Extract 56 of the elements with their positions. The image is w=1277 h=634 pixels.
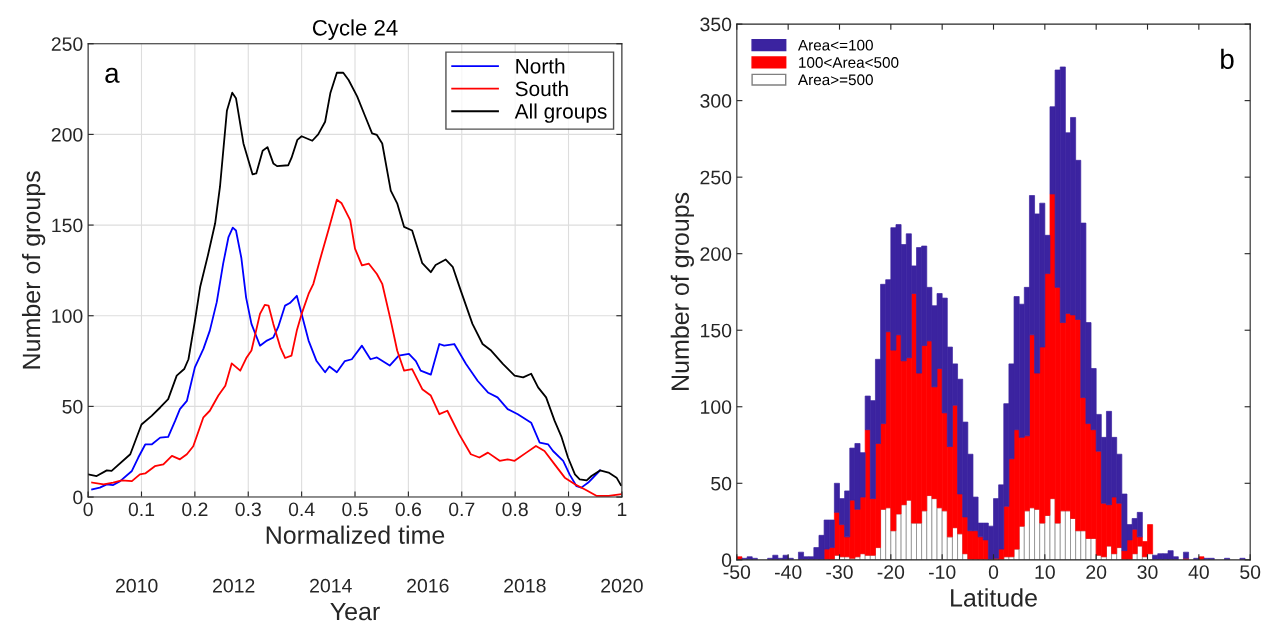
y-tick-label: 100 bbox=[701, 400, 732, 414]
y-tick-label: 0 bbox=[73, 490, 83, 505]
legend-label: All groups bbox=[514, 103, 607, 123]
legend-label: South bbox=[515, 80, 568, 97]
x-tick-label: 0 bbox=[988, 565, 999, 579]
y-tick-label: 150 bbox=[52, 218, 83, 233]
annotation: b bbox=[1221, 48, 1234, 70]
x-tick-label: 0.8 bbox=[502, 502, 528, 517]
y-tick-label: 300 bbox=[700, 94, 732, 108]
x2-tick-label: 2020 bbox=[601, 578, 643, 593]
y-tick-label: 0 bbox=[721, 553, 732, 568]
x2-tick-label: 2012 bbox=[213, 578, 255, 593]
x2-tick-label: 2018 bbox=[504, 578, 546, 593]
legend-label: Area>=500 bbox=[797, 74, 873, 86]
y-tick-label: 200 bbox=[51, 127, 83, 142]
x2-tick-label: 2014 bbox=[310, 578, 352, 593]
y-axis-title: Number of groups bbox=[670, 192, 694, 390]
x-tick-label: 1 bbox=[617, 502, 627, 517]
y-tick-label: 200 bbox=[700, 247, 732, 261]
y-tick-label: 50 bbox=[711, 476, 732, 491]
x-tick-label: 0.2 bbox=[182, 502, 208, 517]
x-tick-label: 10 bbox=[1035, 565, 1055, 579]
x-axis-title: Latitude bbox=[951, 588, 1037, 607]
x-tick-label: 50 bbox=[1240, 565, 1261, 579]
x-tick-label: -20 bbox=[877, 565, 905, 579]
x-tick-label: 0.1 bbox=[128, 502, 155, 517]
chart-title: Cycle 24 bbox=[312, 19, 398, 41]
y-tick-label: 350 bbox=[700, 17, 732, 32]
x-tick-label: 0.4 bbox=[288, 502, 315, 517]
x-tick-label: 0 bbox=[83, 502, 93, 517]
y-tick-label: 250 bbox=[700, 170, 732, 185]
x-tick-label: 0.5 bbox=[342, 502, 368, 517]
x-tick-label: -40 bbox=[774, 565, 802, 579]
x-tick-label: -10 bbox=[928, 565, 956, 579]
y-tick-label: 150 bbox=[701, 323, 732, 338]
annotation: a bbox=[105, 67, 120, 83]
x-tick-label: 40 bbox=[1188, 565, 1209, 579]
x2-axis-title: Year bbox=[330, 602, 380, 621]
x-tick-label: 0.7 bbox=[449, 502, 475, 517]
x-tick-label: -50 bbox=[723, 565, 751, 579]
x-tick-label: 30 bbox=[1137, 565, 1158, 579]
legend-label: 100<Area<500 bbox=[799, 57, 899, 68]
x-tick-label: 0.3 bbox=[235, 502, 261, 517]
y-tick-label: 100 bbox=[52, 309, 83, 323]
x2-tick-label: 2016 bbox=[407, 578, 449, 593]
x2-tick-label: 2010 bbox=[115, 578, 158, 593]
x-axis-title: Normalized time bbox=[266, 525, 445, 544]
y-tick-label: 50 bbox=[62, 399, 83, 414]
y-tick-label: 250 bbox=[51, 37, 83, 51]
legend-label: North bbox=[516, 58, 565, 74]
x-tick-label: 20 bbox=[1086, 565, 1107, 579]
legend-label: Area<=100 bbox=[797, 39, 873, 51]
x-tick-label: 0.6 bbox=[395, 502, 422, 517]
y-axis-title: Number of groups bbox=[21, 171, 46, 369]
x-tick-label: 0.9 bbox=[555, 502, 582, 517]
x-tick-label: -30 bbox=[826, 565, 853, 579]
